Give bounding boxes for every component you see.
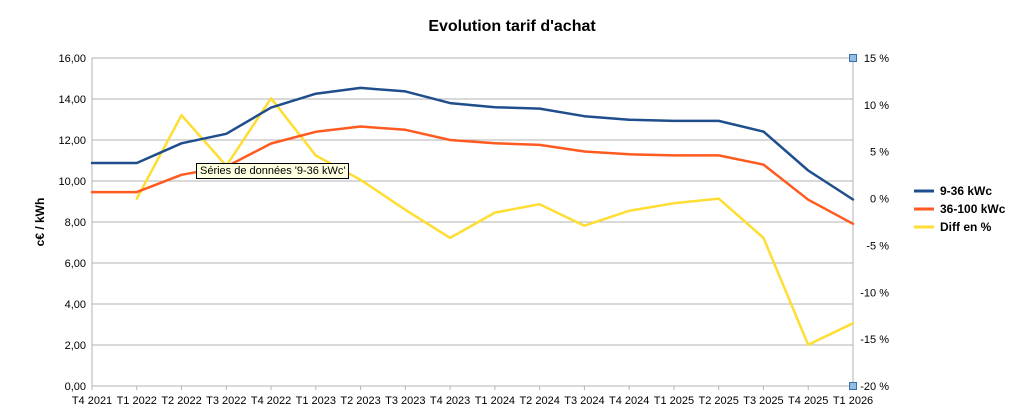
x-tick-label: T3 2025 bbox=[743, 395, 783, 407]
y-tick-label: 12,00 bbox=[58, 135, 86, 147]
x-tick-label: T2 2024 bbox=[519, 395, 559, 407]
x-tick-label: T4 2025 bbox=[788, 395, 828, 407]
y2-tick-label: 15 % bbox=[864, 53, 889, 65]
x-tick-label: T1 2024 bbox=[475, 395, 515, 407]
x-tick-label: T1 2025 bbox=[654, 395, 694, 407]
x-tick-label: T2 2022 bbox=[161, 395, 201, 407]
y-tick-label: 0,00 bbox=[65, 381, 86, 393]
x-tick-label: T4 2021 bbox=[72, 395, 112, 407]
y-tick-label: 6,00 bbox=[65, 258, 86, 270]
series-tooltip: Séries de données '9-36 kWc' bbox=[196, 163, 350, 179]
x-tick-label: T3 2024 bbox=[564, 395, 604, 407]
y-tick-label: 8,00 bbox=[65, 217, 86, 229]
y-axis-ticks: 0,00 2,00 4,00 6,00 8,00 10,00 12,00 14,00 16,00 bbox=[58, 53, 86, 393]
selection-handles[interactable] bbox=[849, 54, 857, 390]
series-lines bbox=[90, 86, 855, 347]
legend-label[interactable]: Diff en % bbox=[940, 220, 992, 234]
y-tick-label: 10,00 bbox=[58, 176, 86, 188]
x-axis-ticks: T4 2021 T1 2022 T2 2022 T3 2022 T4 2022 T1 20… bbox=[72, 386, 873, 407]
y-tick-label: 4,00 bbox=[65, 299, 86, 311]
y-axis-title: c€ / kWh bbox=[33, 198, 47, 247]
y2-axis-ticks: -20 % -15 % -10 % -5 % 0 % 5 % 10 % 15 % bbox=[860, 53, 889, 393]
x-tick-label: T2 2025 bbox=[699, 395, 739, 407]
series-line-1[interactable] bbox=[90, 86, 855, 201]
y-tick-label: 16,00 bbox=[58, 53, 86, 65]
x-tick-label: T4 2024 bbox=[609, 395, 649, 407]
y2-tick-label: -15 % bbox=[860, 334, 889, 346]
y-tick-label: 2,00 bbox=[65, 340, 86, 352]
y2-tick-label: 10 % bbox=[864, 100, 889, 112]
x-tick-label: T4 2022 bbox=[251, 395, 291, 407]
y2-tick-label: -5 % bbox=[866, 240, 889, 252]
y2-tick-label: -20 % bbox=[860, 381, 889, 393]
y2-tick-label: 0 % bbox=[870, 194, 889, 206]
x-tick-label: T3 2023 bbox=[385, 395, 425, 407]
series-line-3[interactable] bbox=[135, 97, 855, 347]
x-tick-label: T3 2022 bbox=[206, 395, 246, 407]
axis-handle-bottom[interactable] bbox=[849, 382, 857, 390]
legend-label[interactable]: 36-100 kWc bbox=[940, 202, 1006, 216]
y2-tick-label: -10 % bbox=[860, 287, 889, 299]
y-tick-label: 14,00 bbox=[58, 94, 86, 106]
gridlines bbox=[91, 57, 854, 387]
y2-tick-label: 5 % bbox=[870, 147, 889, 159]
x-tick-label: T4 2023 bbox=[430, 395, 470, 407]
axis-handle-top[interactable] bbox=[849, 54, 857, 62]
x-tick-label: T2 2023 bbox=[340, 395, 380, 407]
legend[interactable]: 9-36 kWc 36-100 kWc Diff en % bbox=[914, 184, 1006, 234]
x-tick-label: T1 2022 bbox=[117, 395, 157, 407]
chart-title: Evolution tarif d'achat bbox=[428, 18, 596, 35]
x-tick-label: T1 2023 bbox=[296, 395, 336, 407]
x-tick-label: T1 2026 bbox=[833, 395, 873, 407]
legend-label[interactable]: 9-36 kWc bbox=[940, 184, 992, 198]
